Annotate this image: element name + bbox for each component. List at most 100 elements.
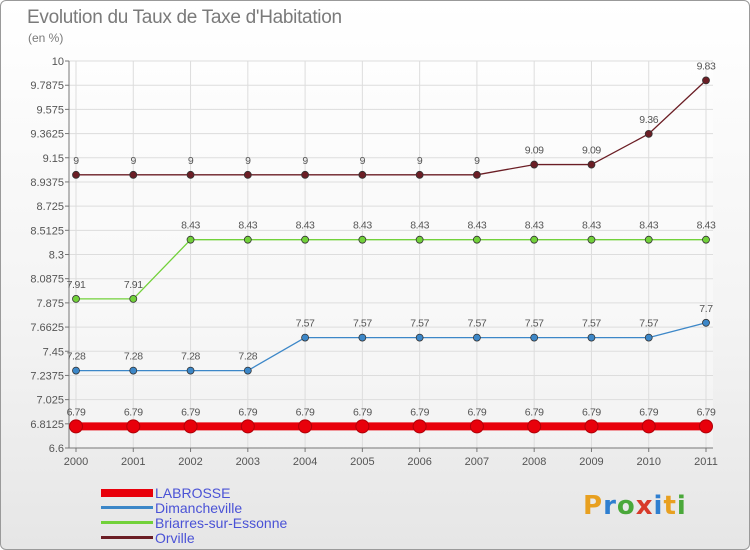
data-label: 6.79 [697,406,716,418]
data-label: 7.57 [525,318,544,330]
data-point [243,170,252,179]
data-label: 7.57 [296,318,315,330]
x-tick-label: 2007 [465,456,489,468]
series-line-dimancheville [75,322,707,372]
data-point [298,419,313,434]
data-point [644,235,653,244]
logo-letter: i [676,491,687,521]
y-tick-label: 8.5125 [30,225,64,237]
proxiti-logo: Proxiti [583,491,687,521]
data-point [702,235,710,244]
logo-letter: i [653,491,664,521]
logo-letter: P [583,491,604,521]
legend-item: Dimancheville [101,500,401,516]
data-point [530,160,539,169]
data-point [72,294,80,303]
legend-label: Briarres-sur-Essonne [155,515,288,531]
x-tick-label: 2005 [350,456,374,468]
x-tick-label: 2001 [121,456,145,468]
data-label: 7.7 [699,303,713,315]
data-label: 7.57 [582,318,601,330]
legend-swatch [101,489,153,497]
data-label: 6.79 [582,406,601,418]
data-label: 7.28 [67,351,86,363]
data-point [186,235,195,244]
data-label: 9 [417,155,423,167]
y-tick-label: 8.0875 [30,274,64,286]
y-tick-label: 9.3625 [30,129,64,141]
data-label: 6.79 [181,406,200,418]
data-point [358,333,367,342]
data-label: 9 [302,155,308,167]
y-tick-label: 9.575 [36,104,64,116]
logo-letter: r [603,491,617,521]
data-point [243,366,252,375]
data-point [415,333,424,342]
data-point [358,235,367,244]
data-label: 7.91 [67,279,86,291]
data-label: 7.28 [124,351,143,363]
data-label: 6.79 [467,406,486,418]
data-point [473,333,481,342]
data-label: 9.83 [697,60,716,72]
data-point [469,419,484,434]
data-label: 9.09 [582,145,601,157]
x-tick-label: 2010 [636,456,660,468]
data-label: 9 [360,155,366,167]
y-tick-label: 7.45 [43,346,64,358]
data-label: 8.43 [697,220,716,232]
y-tick-label: 10 [52,56,64,68]
data-label: 8.43 [525,220,544,232]
data-point [473,235,481,244]
data-point [702,76,710,85]
data-label: 6.79 [67,406,86,418]
y-tick-label: 6.8125 [30,419,64,431]
data-point [641,419,656,434]
data-point [129,294,138,303]
x-tick-label: 2003 [236,456,260,468]
data-label: 9 [474,155,480,167]
data-point [72,366,80,375]
data-point [587,160,596,169]
series-line-briarres-sur-essonne [75,239,707,300]
data-label: 9.36 [639,114,658,126]
data-label: 8.43 [582,220,601,232]
data-point [183,419,198,434]
data-label: 6.79 [296,406,315,418]
legend-item: LABROSSE [101,485,401,501]
data-point [301,170,309,179]
y-tick-label: 6.6 [49,443,64,455]
data-label: 6.79 [525,406,544,418]
y-tick-label: 9.15 [43,153,64,165]
data-point [186,170,195,179]
data-label: 9 [73,155,79,167]
data-point [412,419,427,434]
x-tick-label: 2008 [522,456,546,468]
data-label: 7.28 [181,351,200,363]
x-tick-label: 2009 [579,456,603,468]
x-tick-label: 2011 [694,456,718,468]
legend-item: Briarres-sur-Essonne [101,515,401,531]
data-label: 8.43 [467,220,486,232]
data-point [530,235,539,244]
data-label: 7.57 [467,318,486,330]
data-label: 8.43 [639,220,658,232]
y-tick-label: 8.9375 [30,177,64,189]
series-line-orville [75,79,707,176]
data-point [587,333,596,342]
data-label: 6.79 [410,406,429,418]
y-tick-label: 7.875 [36,298,64,310]
data-point [587,235,596,244]
data-label: 7.91 [124,279,143,291]
data-label: 8.43 [410,220,429,232]
data-point [644,333,653,342]
y-tick-label: 8.3 [49,250,64,262]
data-point [129,366,138,375]
legend-label: LABROSSE [155,485,231,501]
data-point [527,419,542,434]
logo-letter: x [635,491,654,521]
data-point [415,235,424,244]
data-label: 6.79 [238,406,257,418]
